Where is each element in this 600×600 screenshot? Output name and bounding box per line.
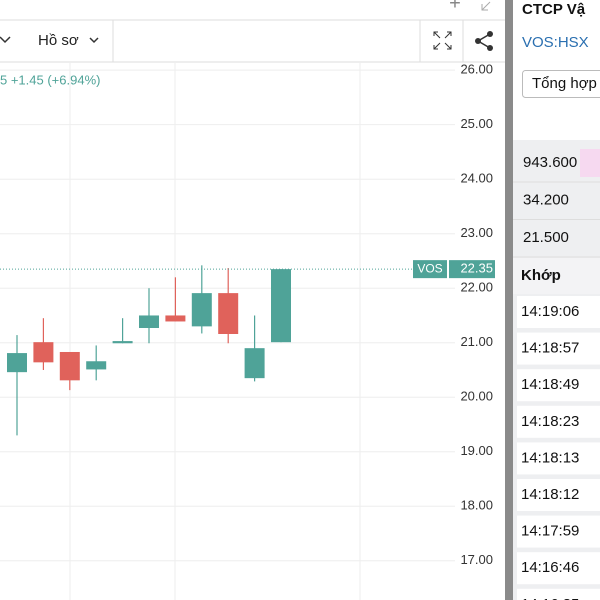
candle-body [33,342,54,363]
splitter[interactable] [505,0,513,600]
trade-time: 14:17:59 [521,523,579,540]
company-name: CTCP Vậ [522,1,586,18]
y-tick-label: 20.00 [460,389,493,404]
highlight [580,149,600,177]
y-tick-label: 26.00 [460,62,493,77]
trade-time: 14:16:35 [521,596,579,600]
trade-row [517,369,600,402]
candle-body [191,293,212,327]
y-tick-label: 21.00 [460,334,493,349]
y-tick-label: 25.00 [460,116,493,131]
stat-value: 34.200 [523,191,569,208]
y-tick-label: 18.00 [460,498,493,513]
plot: 17.00 18.00 19.00 20.00 21.00 22.00 23.00 24.00… [0,62,495,567]
dropdown-icon[interactable] [0,36,11,44]
share-icon[interactable] [475,31,493,51]
dropdown-icon[interactable] [89,37,99,44]
tab-button[interactable] [522,70,600,98]
y-tick-label: 22.00 [460,280,493,295]
trade-time: 14:18:12 [521,486,579,503]
candle-body [7,353,27,373]
trade-row [517,515,600,548]
tab-label[interactable]: Tổng hợp [532,75,597,92]
trades-header: Khớp [521,267,561,284]
trade-row [517,405,600,438]
trade-row [517,296,600,328]
candle-body [218,293,239,334]
price-tag [449,260,495,279]
collapse-icon[interactable] [481,1,491,11]
candle-body [271,269,291,343]
trade-time: 14:18:49 [521,376,579,393]
trades-header-bg [513,258,600,294]
ticker[interactable]: VOS:HSX [522,34,589,51]
chart-panel [0,0,505,600]
stat-value: 21.500 [523,229,569,246]
price-label: 22.35 [460,261,493,276]
symbol-label: VOS [417,261,442,275]
candle-body [244,348,265,379]
trade-row [517,442,600,475]
trade-row [517,479,600,511]
profile-menu[interactable]: Hồ sơ [38,32,79,49]
trade-time: 14:18:57 [521,340,579,357]
trade-time: 14:19:06 [521,303,579,320]
fullscreen-icon[interactable] [433,31,452,50]
stat-value: 943.600 [523,154,577,171]
candle-body [165,315,186,322]
trade-row [517,552,600,585]
candle-body [112,341,133,344]
y-tick-label: 23.00 [460,225,493,240]
y-tick-label: 19.00 [460,443,493,458]
candle-body [86,361,107,370]
legend-change: 5 +1.45 (+6.94%) [0,72,100,87]
y-tick-label: 17.00 [460,552,493,567]
y-tick-label: 24.00 [460,171,493,186]
trade-row [517,332,600,365]
trade-time: 14:16:46 [521,559,579,576]
trade-row [517,588,600,600]
trade-time: 14:18:23 [521,413,579,430]
trade-time: 14:18:13 [521,449,579,466]
candle-body [59,351,80,381]
candle-body [139,315,159,329]
symbol-tag [413,260,447,279]
add-icon[interactable]: + [449,0,461,14]
